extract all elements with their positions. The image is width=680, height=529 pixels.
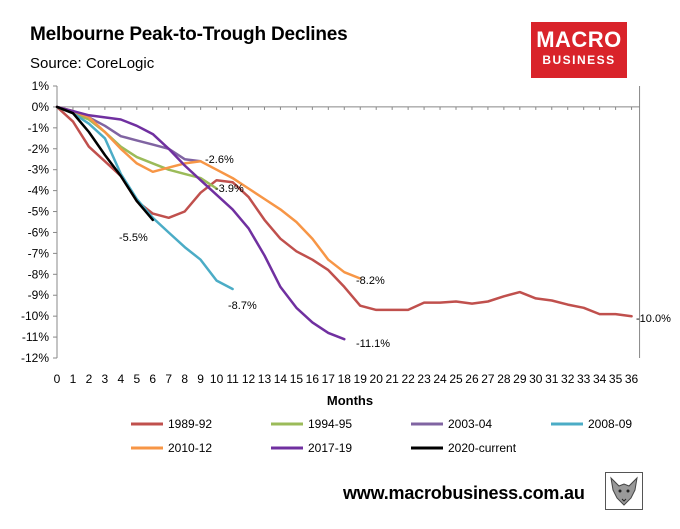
chart-source: Source: CoreLogic [30,55,155,72]
x-tick-label: 32 [561,372,575,386]
line-chart: 1% 0% -1% -2% -3% -4% -5% -6% -7% -8% -9% -10% -11% -… [21,79,671,455]
x-tick-label: 13 [258,372,272,386]
series-line-1994-95 [55,105,218,190]
data-label-1989-92: -10.0% [636,313,671,325]
legend-label-2017-19: 2017-19 [308,441,352,455]
x-tick-label: 29 [513,372,527,386]
x-tick-label: 35 [609,372,623,386]
legend-label-1994-95: 1994-95 [308,417,352,431]
x-tick-label: 17 [322,372,336,386]
y-tick-label: -10% [21,309,49,323]
data-label-2008-09: -8.7% [228,300,257,312]
x-tick-label: 23 [417,372,431,386]
y-tick-label: -5% [28,205,50,219]
data-label-2010-12: -8.2% [356,275,385,287]
legend-label-2008-09: 2008-09 [588,417,632,431]
x-tick-label: 4 [117,372,124,386]
x-tick-label: 30 [529,372,543,386]
legend-label-2010-12: 2010-12 [168,441,212,455]
x-tick-label: 14 [274,372,288,386]
logo-line1: MACRO [536,27,622,52]
y-tick-label: -11% [22,330,49,344]
legend-label-2020-current: 2020-current [448,441,517,455]
x-tick-label: 15 [290,372,304,386]
y-tick-label: -8% [28,267,50,281]
y-tick-label: -2% [28,142,50,156]
x-tick-label: 18 [338,372,352,386]
y-tick-label: -3% [28,163,50,177]
x-tick-label: 26 [465,372,479,386]
series-line-2017-19 [55,105,346,341]
y-tick-label: -9% [28,288,50,302]
x-tick-label: 0 [54,372,61,386]
y-tick-label: -1% [28,121,50,135]
series-line-2010-12 [55,105,362,280]
data-label-2017-19: -11.1% [356,338,390,350]
legend-label-1989-92: 1989-92 [168,417,212,431]
x-tick-label: 36 [625,372,639,386]
footer-url[interactable]: www.macrobusiness.com.au [343,483,585,503]
logo-line2: BUSINESS [542,53,616,67]
x-tick-label: 2 [86,372,93,386]
x-tick-label: 7 [165,372,172,386]
x-tick-label: 16 [306,372,320,386]
y-tick-label: -4% [28,184,50,198]
data-label-2003-04: -2.6% [205,154,234,166]
x-tick-label: 21 [385,372,399,386]
x-tick-label: 27 [481,372,495,386]
x-tick-label: 22 [401,372,415,386]
x-tick-label: 20 [370,372,384,386]
x-tick-label: 34 [593,372,607,386]
series-line-1989-92 [55,105,633,318]
y-tick-label: -6% [28,225,50,239]
x-tick-label: 33 [577,372,591,386]
x-axis-title: Months [327,393,373,408]
data-label-1994-95: -3.9% [215,183,244,195]
y-tick-label: 0% [32,100,50,114]
x-tick-label: 24 [433,372,447,386]
data-label-2020-current: -5.5% [119,232,148,244]
x-tick-label: 6 [149,372,156,386]
x-tick-label: 19 [354,372,368,386]
x-tick-label: 9 [197,372,204,386]
x-tick-label: 28 [497,372,511,386]
series-line-2008-09 [55,105,234,291]
y-tick-label: -12% [21,351,49,365]
x-tick-label: 12 [242,372,256,386]
x-tick-label: 25 [449,372,463,386]
x-tick-label: 3 [102,372,109,386]
y-tick-label: 1% [32,79,50,93]
macrobusiness-logo: MACRO BUSINESS [531,22,627,78]
chart-title: Melbourne Peak-to-Trough Declines [30,24,348,45]
x-tick-label: 5 [133,372,140,386]
x-tick-label: 1 [70,372,77,386]
y-tick-label: -7% [28,246,50,260]
legend-label-2003-04: 2003-04 [448,417,492,431]
x-tick-label: 10 [210,372,224,386]
x-tick-label: 11 [226,372,239,386]
series-line-2020-current [55,105,155,222]
fox-icon [605,472,643,510]
x-tick-label: 31 [545,372,559,386]
x-tick-label: 8 [181,372,188,386]
